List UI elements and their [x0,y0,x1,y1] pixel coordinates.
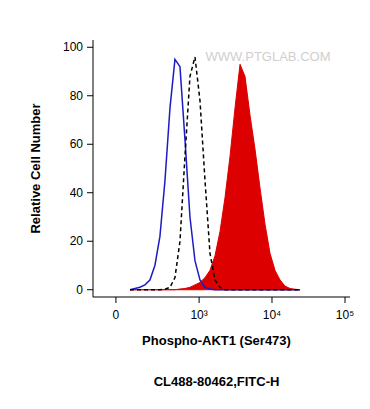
x-tick [345,297,346,303]
y-axis-label: Relative Cell Number [28,103,43,233]
histogram-line [130,59,300,289]
x-tick [199,297,200,303]
x-tick-label: 10⁴ [263,308,282,322]
x-tick [115,297,116,303]
y-tick-label: 60 [70,137,84,151]
subtitle: CL488-80462,FITC-H [154,374,280,389]
x-axis-label: Phospho-AKT1 (Ser473) [142,333,291,348]
y-tick [87,241,93,242]
x-tick-label: 10⁵ [336,308,354,322]
y-tick [87,47,93,48]
y-tick [87,289,93,290]
y-axis [93,40,94,297]
plot-area [130,57,300,290]
y-tick-label: 20 [70,234,84,248]
x-tick [271,297,272,303]
chart: 0 10³ 10⁴ 10⁵ 0 20 40 60 80 100 WWW.PTGLAB.COM Phos… [0,0,370,409]
y-tick [87,144,93,145]
y-tick-label: 40 [70,186,84,200]
x-axis [93,297,350,298]
histogram-area [130,64,300,289]
x-tick-label: 0 [113,308,120,322]
y-tick-label: 0 [76,283,83,297]
x-tick-label: 10³ [190,308,207,322]
y-tick-label: 80 [70,89,84,103]
y-tick-label: 100 [63,40,83,54]
histogram-line [130,57,300,290]
y-tick [87,192,93,193]
watermark: WWW.PTGLAB.COM [206,49,331,64]
y-tick [87,95,93,96]
